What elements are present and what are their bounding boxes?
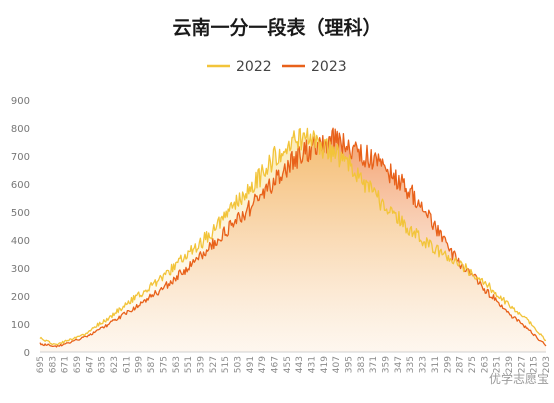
x-tick-label: 671 [61,356,71,373]
x-tick-label: 479 [258,356,268,373]
x-tick-label: 563 [172,356,182,373]
y-tick-label: 400 [11,236,30,247]
series-area-2022 [40,128,546,352]
x-tick-label: 359 [382,356,392,373]
x-tick-label: 239 [505,356,515,373]
y-tick-label: 900 [11,96,30,107]
legend-label-2023: 2023 [311,59,347,75]
x-tick-label: 395 [345,356,355,373]
x-tick-label: 527 [209,356,219,373]
x-tick-label: 347 [394,356,404,373]
x-tick-label: 455 [283,356,293,373]
y-tick-label: 500 [11,208,30,219]
x-tick-label: 215 [530,356,540,373]
x-tick-label: 263 [480,356,490,373]
x-tick-label: 503 [234,356,244,373]
y-tick-label: 600 [11,180,30,191]
y-tick-label: 300 [11,264,30,275]
x-axis: 695 683 671 659 647 635 623 611 599 587 575 563 551 5… [36,351,552,373]
x-tick-label: 203 [542,356,552,373]
x-tick-label: 539 [196,356,206,373]
series-line-2022 [39,127,547,346]
x-tick-label: 383 [357,356,367,373]
chart-title: 云南一分一段表（理科） [172,16,381,39]
y-axis: 0 100 200 300 400 500 600 700 800 900 [11,96,30,359]
x-tick-label: 695 [36,356,46,373]
y-tick-label: 0 [24,348,30,359]
x-tick-label: 443 [295,356,305,373]
plot-area [39,127,547,352]
x-tick-label: 683 [48,356,58,373]
x-tick-label: 419 [320,356,330,373]
x-tick-label: 311 [431,356,441,373]
y-tick-label: 800 [11,124,30,135]
x-tick-label: 467 [271,356,281,373]
x-tick-label: 587 [147,356,157,373]
x-tick-label: 335 [406,356,416,373]
x-tick-label: 575 [159,356,169,373]
x-tick-label: 551 [184,356,194,373]
x-tick-label: 431 [308,356,318,373]
x-tick-label: 323 [419,356,429,373]
y-tick-label: 700 [11,152,30,163]
x-tick-label: 611 [122,356,132,373]
x-tick-label: 659 [73,356,83,373]
x-tick-label: 227 [517,356,527,373]
x-tick-label: 623 [110,356,120,373]
watermark: 优学志愿宝 [489,371,549,386]
x-tick-label: 515 [221,356,231,373]
x-tick-label: 287 [456,356,466,373]
x-tick-label: 599 [135,356,145,373]
legend: 2022 2023 [207,59,347,75]
x-tick-label: 491 [246,356,256,373]
x-tick-label: 371 [369,356,379,373]
x-tick-label: 647 [85,356,95,373]
legend-label-2022: 2022 [236,59,272,75]
x-tick-label: 251 [493,356,503,373]
y-tick-label: 200 [11,292,30,303]
x-tick-label: 407 [332,356,342,373]
x-tick-label: 635 [98,356,108,373]
x-tick-label: 299 [443,356,453,373]
x-tick-label: 275 [468,356,478,373]
y-tick-label: 100 [11,320,30,331]
